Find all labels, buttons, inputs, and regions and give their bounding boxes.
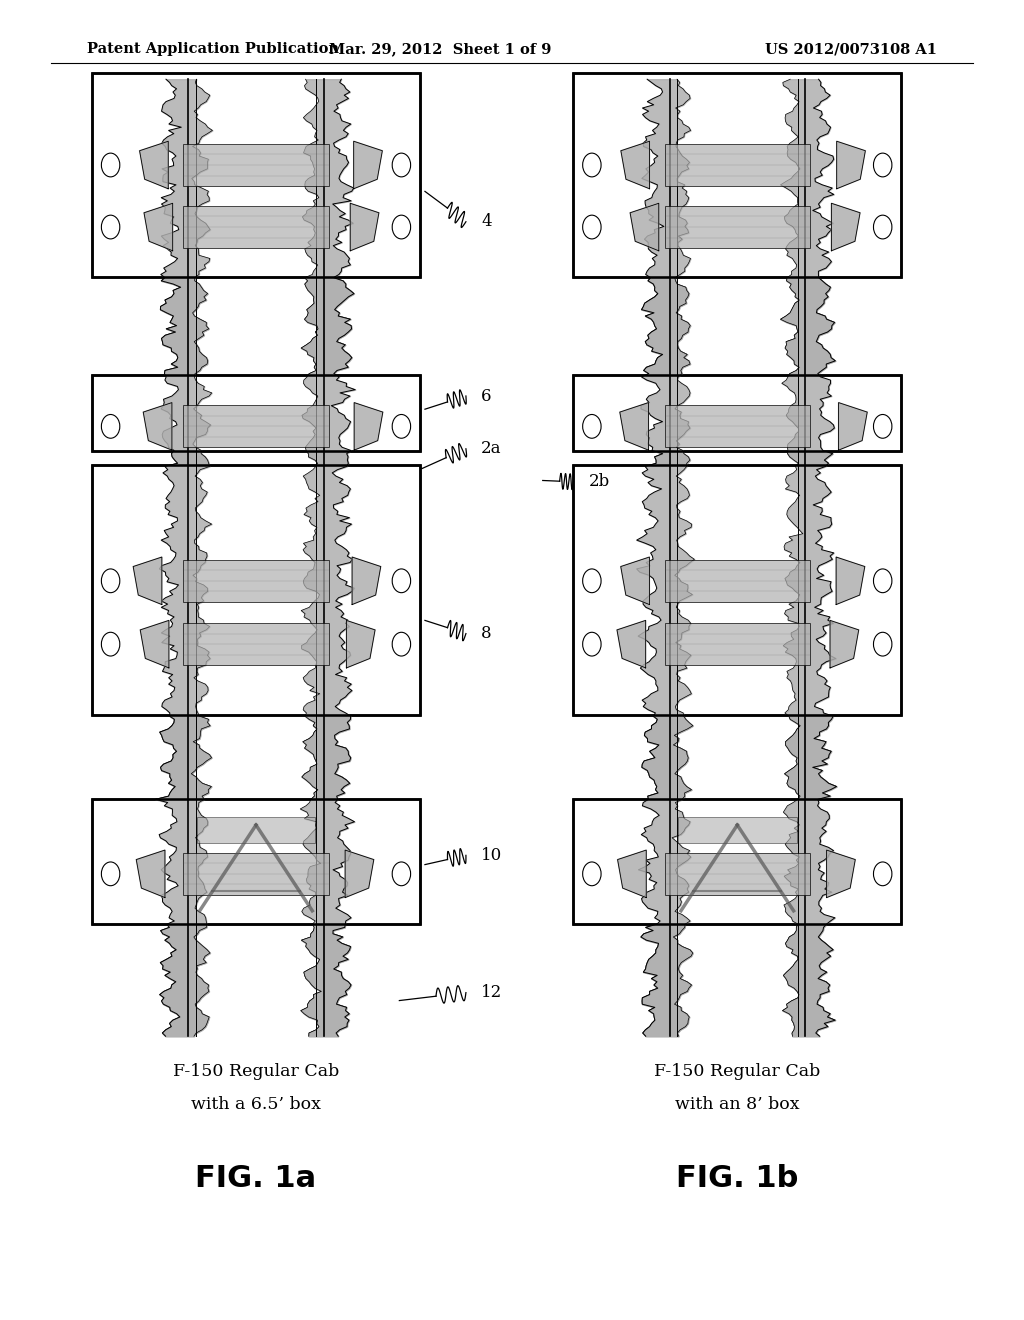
Bar [183,623,329,665]
Polygon shape [831,203,860,251]
Polygon shape [136,850,165,898]
Text: F-150 Regular Cab: F-150 Regular Cab [173,1063,339,1080]
Bar [183,206,329,248]
Circle shape [101,569,120,593]
Polygon shape [620,403,648,450]
Circle shape [583,153,601,177]
Bar [92,465,420,715]
Bar [183,144,329,186]
Bar [92,465,420,715]
Bar [183,853,329,895]
Polygon shape [830,620,859,668]
Bar [665,144,810,186]
Bar [92,375,420,451]
Circle shape [873,569,892,593]
Bar [197,817,315,843]
Circle shape [873,414,892,438]
Bar [665,853,810,895]
Polygon shape [621,557,649,605]
Text: FIG. 1b: FIG. 1b [676,1164,799,1193]
Circle shape [392,862,411,886]
Bar [573,375,901,451]
Text: 2b: 2b [589,474,610,490]
Circle shape [101,862,120,886]
Polygon shape [144,203,173,251]
Circle shape [392,215,411,239]
Bar [573,799,901,924]
Polygon shape [353,141,382,189]
Bar [573,73,901,277]
Polygon shape [617,850,646,898]
Circle shape [583,414,601,438]
Polygon shape [143,403,172,450]
Circle shape [583,569,601,593]
Text: Patent Application Publication: Patent Application Publication [87,42,339,57]
Text: with an 8’ box: with an 8’ box [675,1096,800,1113]
Text: 6: 6 [481,388,492,404]
Polygon shape [139,141,168,189]
Circle shape [101,153,120,177]
Text: US 2012/0073108 A1: US 2012/0073108 A1 [765,42,937,57]
Text: 12: 12 [481,985,503,1001]
Bar [665,405,810,447]
Polygon shape [837,557,865,605]
Circle shape [583,632,601,656]
Bar [573,465,901,715]
Polygon shape [354,403,383,450]
Polygon shape [621,141,649,189]
Circle shape [583,215,601,239]
Bar [665,206,810,248]
Bar [573,73,901,277]
Polygon shape [350,203,379,251]
Text: F-150 Regular Cab: F-150 Regular Cab [654,1063,820,1080]
Bar [678,817,797,843]
Bar [573,465,901,715]
Polygon shape [140,620,169,668]
Bar [92,799,420,924]
Polygon shape [826,850,855,898]
Text: with a 6.5’ box: with a 6.5’ box [191,1096,321,1113]
Bar [92,799,420,924]
Circle shape [873,632,892,656]
Text: 8: 8 [481,626,492,642]
Circle shape [392,414,411,438]
Circle shape [583,862,601,886]
Circle shape [873,862,892,886]
Bar [92,73,420,277]
Bar [183,405,329,447]
Circle shape [873,215,892,239]
Bar [573,375,901,451]
Text: 2a: 2a [481,441,502,457]
Bar [665,623,810,665]
Circle shape [101,414,120,438]
Circle shape [392,153,411,177]
Text: 4: 4 [481,214,492,230]
Polygon shape [133,557,162,605]
Circle shape [101,215,120,239]
Bar [183,560,329,602]
Text: 10: 10 [481,847,503,863]
Polygon shape [352,557,381,605]
Polygon shape [839,403,867,450]
Bar [573,799,901,924]
Polygon shape [345,850,374,898]
Circle shape [873,153,892,177]
Bar [92,73,420,277]
Text: FIG. 1a: FIG. 1a [196,1164,316,1193]
Text: Mar. 29, 2012  Sheet 1 of 9: Mar. 29, 2012 Sheet 1 of 9 [329,42,552,57]
Polygon shape [346,620,375,668]
Circle shape [101,632,120,656]
Circle shape [392,569,411,593]
Bar [92,375,420,451]
Circle shape [392,632,411,656]
Polygon shape [837,141,865,189]
Bar [665,560,810,602]
Polygon shape [630,203,658,251]
Polygon shape [617,620,646,668]
